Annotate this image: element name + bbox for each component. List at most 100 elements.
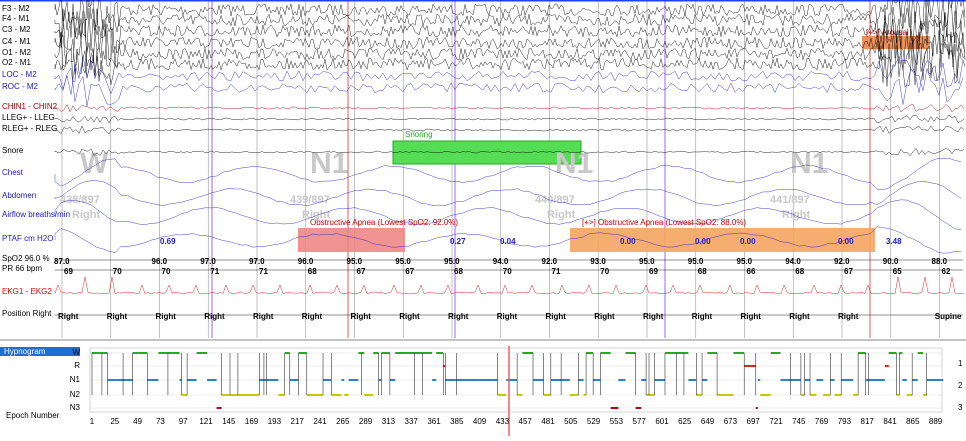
hypno-seg bbox=[717, 394, 726, 396]
hypno-seg bbox=[454, 379, 457, 381]
ptaf-value: 0.00 bbox=[620, 237, 636, 246]
apnea-event bbox=[298, 228, 405, 252]
hypno-seg bbox=[912, 379, 918, 381]
position-value: Right bbox=[399, 312, 420, 321]
stage-label: N1 bbox=[310, 147, 348, 180]
epoch-tick: 553 bbox=[610, 417, 624, 426]
pr-value: 70 bbox=[600, 267, 609, 276]
epoch-number: 438/897 bbox=[60, 194, 100, 206]
epoch-tick: 433 bbox=[496, 417, 510, 426]
epoch-tick: 721 bbox=[769, 417, 783, 426]
waveform bbox=[54, 180, 962, 206]
position-value: Right bbox=[789, 312, 810, 321]
hypno-seg bbox=[378, 379, 382, 381]
hypno-seg bbox=[506, 379, 518, 381]
side-label: 2 bbox=[958, 381, 963, 390]
hypno-seg bbox=[760, 394, 771, 396]
hypno-seg bbox=[610, 407, 619, 409]
hypno-seg bbox=[550, 379, 562, 381]
hypno-seg bbox=[676, 352, 684, 354]
pr-value: 67 bbox=[405, 267, 414, 276]
hypno-seg bbox=[263, 379, 267, 381]
position-value: Right bbox=[546, 312, 567, 321]
hypno-seg bbox=[266, 379, 279, 381]
hypno-seg bbox=[196, 352, 208, 354]
pr-value: 67 bbox=[357, 267, 366, 276]
hypno-seg bbox=[147, 379, 152, 381]
hypno-seg bbox=[688, 379, 697, 381]
epoch-tick: 673 bbox=[724, 417, 738, 426]
epoch-tick: 769 bbox=[815, 417, 829, 426]
spo2-value: 94.0 bbox=[785, 257, 801, 266]
hypno-seg bbox=[641, 379, 647, 381]
hypno-seg bbox=[306, 394, 314, 396]
x-axis-label: Epoch Number bbox=[6, 411, 60, 420]
epoch-tick: 121 bbox=[199, 417, 213, 426]
channel-label: EKG1 - EKG2 bbox=[2, 287, 52, 296]
position-value: Right bbox=[741, 312, 762, 321]
channel-label: PR 66 bpm bbox=[2, 264, 42, 273]
epoch-tick: 145 bbox=[222, 417, 236, 426]
hypno-seg bbox=[361, 352, 365, 354]
channel-label: O1 - M2 bbox=[2, 48, 31, 57]
hypno-seg bbox=[331, 394, 342, 396]
hypno-seg bbox=[358, 352, 362, 354]
hypno-seg bbox=[468, 379, 479, 381]
waveform bbox=[54, 276, 965, 295]
waveform bbox=[54, 125, 965, 135]
hypno-seg bbox=[179, 379, 182, 381]
hypno-seg bbox=[289, 379, 299, 381]
hypno-seg bbox=[482, 379, 493, 381]
hypno-seg bbox=[804, 379, 811, 381]
hypno-seg bbox=[707, 352, 718, 354]
hypno-seg bbox=[497, 394, 507, 396]
waveform bbox=[54, 226, 962, 254]
epoch-number: 441/897 bbox=[770, 194, 810, 206]
channel-label: LLEG+ - LLEG bbox=[2, 113, 55, 122]
epoch-tick: 745 bbox=[792, 417, 806, 426]
epoch-tick: 193 bbox=[268, 417, 282, 426]
waveform bbox=[54, 114, 965, 124]
epoch-tick: 337 bbox=[405, 417, 419, 426]
hypno-seg bbox=[834, 394, 842, 396]
epoch-tick: 457 bbox=[519, 417, 533, 426]
position-value: Right bbox=[107, 312, 128, 321]
stage-axis-label: N2 bbox=[70, 390, 81, 399]
hypno-seg bbox=[757, 379, 761, 381]
waveform bbox=[54, 0, 966, 34]
waveform bbox=[54, 157, 962, 190]
event-label: [+>] Obstructive Apnea (Lowest SpO2: 88.… bbox=[582, 218, 746, 227]
epoch-tick: 49 bbox=[133, 417, 142, 426]
epoch-tick: 385 bbox=[450, 417, 464, 426]
pr-value: 68 bbox=[308, 267, 317, 276]
epoch-number: 439/897 bbox=[290, 194, 330, 206]
epoch-tick: 793 bbox=[838, 417, 852, 426]
spo2-value: 90.0 bbox=[883, 257, 899, 266]
channel-label: Position Right bbox=[2, 309, 52, 318]
position-value: Right bbox=[692, 312, 713, 321]
hypno-seg bbox=[443, 365, 446, 367]
hypno-seg bbox=[187, 379, 197, 381]
pr-value: 67 bbox=[844, 267, 853, 276]
hypno-seg bbox=[151, 379, 159, 381]
epoch-position: Right bbox=[547, 209, 575, 221]
channel-label: PTAF cm H2O bbox=[2, 234, 53, 243]
hypno-seg bbox=[167, 352, 180, 354]
stage-label: W bbox=[80, 147, 109, 180]
hypno-seg bbox=[561, 379, 570, 381]
hypno-seg bbox=[646, 394, 650, 396]
hypno-seg bbox=[216, 407, 222, 409]
channel-label: F4 - M1 bbox=[2, 14, 30, 23]
hypno-seg bbox=[341, 379, 345, 381]
waveform bbox=[54, 30, 966, 78]
position-value: Right bbox=[643, 312, 664, 321]
spo2-value: 95.0 bbox=[347, 257, 363, 266]
epoch-tick: 697 bbox=[747, 417, 761, 426]
epoch-tick: 889 bbox=[929, 417, 943, 426]
epoch-tick: 73 bbox=[156, 417, 165, 426]
waveform bbox=[54, 103, 965, 113]
spo2-value: 88.0 bbox=[932, 257, 948, 266]
hypno-seg bbox=[936, 379, 944, 381]
channel-label: Airflow breaths/min bbox=[2, 210, 70, 219]
hypno-seg bbox=[210, 379, 217, 381]
